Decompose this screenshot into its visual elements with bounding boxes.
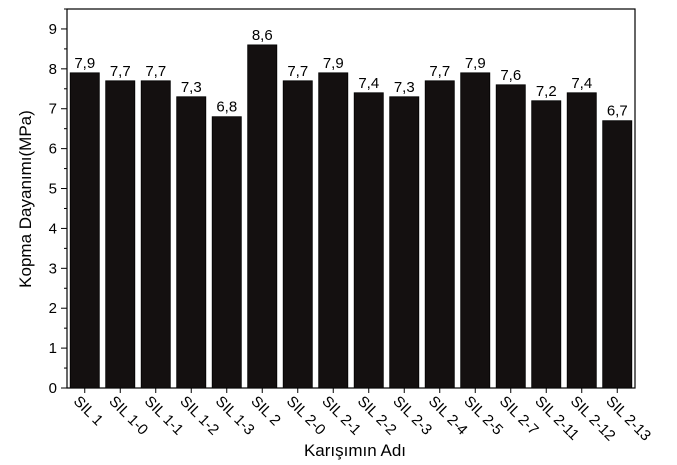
bar-value-label: 7,7 [429, 63, 450, 80]
x-tick-label: SIL 1-2 [176, 393, 222, 439]
y-tick-label: 0 [49, 380, 57, 397]
bar [531, 100, 562, 389]
x-tick-label: SIL 1 [70, 393, 106, 429]
bar-value-label: 7,7 [287, 63, 308, 80]
bar [389, 96, 420, 389]
y-tick-label: 5 [49, 181, 57, 198]
bar [282, 80, 313, 389]
x-tick-label: SIL 2-2 [354, 393, 400, 439]
x-axis-title: Karışımın Adı [304, 441, 406, 460]
plot-area-frame [66, 8, 636, 389]
bar-value-label: 7,2 [536, 83, 557, 100]
bar [69, 72, 100, 389]
bar-value-label: 7,9 [323, 55, 344, 72]
bar [247, 44, 278, 389]
bar-value-label: 6,7 [607, 103, 628, 120]
x-tick-label: SIL 1-0 [105, 393, 151, 439]
bars [69, 44, 633, 389]
y-axis: 0 1 2 3 4 5 6 7 8 9 [49, 8, 67, 397]
bar [602, 120, 633, 389]
bar [211, 116, 242, 389]
bar [105, 80, 136, 389]
x-tick-label: SIL 1-3 [212, 393, 258, 439]
y-axis-title: Kopma Dayanımı(MPa) [16, 110, 35, 288]
bar [318, 72, 349, 389]
x-tick-label: SIL 2-1 [318, 393, 364, 439]
y-tick-label: 1 [49, 340, 57, 357]
data-labels: 7,9 7,7 7,7 7,3 6,8 8,6 7,7 7,9 7,4 7,3 7,7 7,9 7,6 7… [74, 27, 627, 120]
x-tick-label: SIL 2-3 [389, 393, 435, 439]
bar-value-label: 7,7 [110, 63, 131, 80]
bar [495, 84, 526, 389]
bar-value-label: 7,4 [358, 75, 379, 92]
x-tick-label: SIL 2-4 [425, 393, 471, 439]
x-tick-label: SIL 2-5 [460, 393, 506, 439]
bar [176, 96, 207, 389]
bar-value-label: 7,9 [74, 55, 95, 72]
bar-value-label: 7,4 [571, 75, 592, 92]
bar-value-label: 7,9 [465, 55, 486, 72]
y-tick-label: 7 [49, 101, 57, 118]
bar [424, 80, 455, 389]
y-tick-label: 3 [49, 260, 57, 277]
bar [566, 92, 597, 389]
bar [140, 80, 171, 389]
x-tick-label: SIL 1-1 [141, 393, 187, 439]
x-tick-label: SIL 2-7 [496, 393, 542, 439]
x-tick-label: SIL 2-0 [283, 393, 329, 439]
bar-value-label: 7,3 [394, 79, 415, 96]
bar-value-label: 7,3 [181, 79, 202, 96]
bar-value-label: 8,6 [252, 27, 273, 44]
y-tick-label: 2 [49, 300, 57, 317]
bar-value-label: 7,7 [145, 63, 166, 80]
bar-value-label: 7,6 [500, 67, 521, 84]
y-tick-label: 9 [49, 21, 57, 38]
bar [460, 72, 491, 389]
bar [353, 92, 384, 389]
y-tick-label: 4 [49, 220, 57, 237]
y-tick-label: 6 [49, 141, 57, 158]
bar-value-label: 6,8 [216, 99, 237, 116]
y-tick-label: 8 [49, 61, 57, 78]
